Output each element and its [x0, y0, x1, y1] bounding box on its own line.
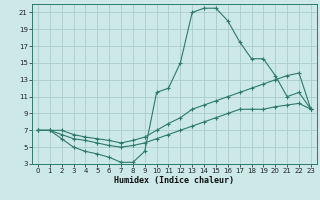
X-axis label: Humidex (Indice chaleur): Humidex (Indice chaleur)	[115, 176, 234, 185]
